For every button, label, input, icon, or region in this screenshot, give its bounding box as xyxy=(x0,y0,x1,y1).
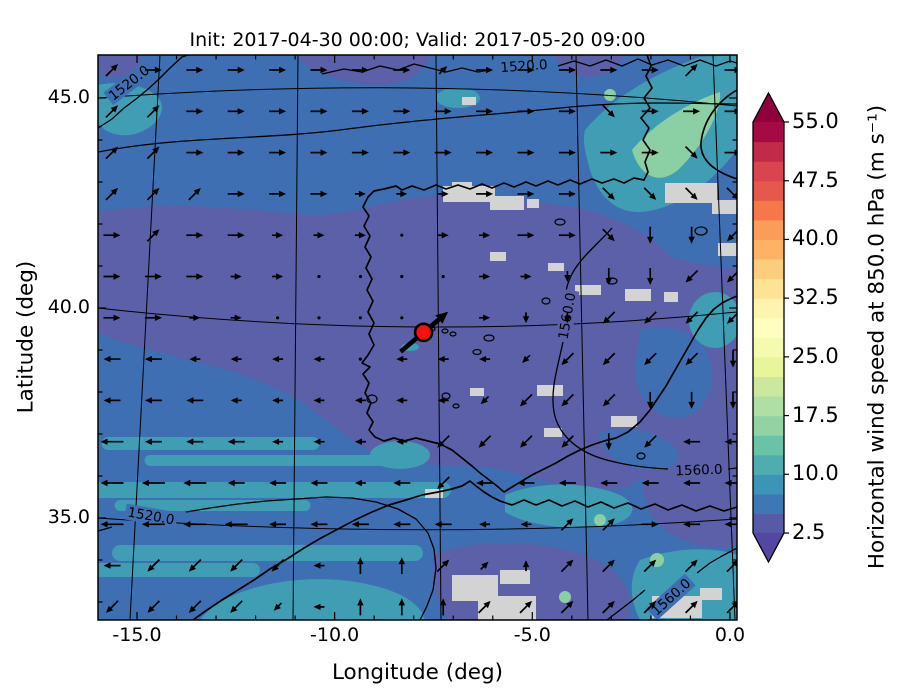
svg-text:1560.0: 1560.0 xyxy=(675,462,723,480)
colorbar-tick-label: 25.0 xyxy=(792,343,839,368)
colorbar-tick-label: 40.0 xyxy=(792,226,839,251)
x-tick-label: 0.0 xyxy=(714,624,746,646)
contour-label: 1560.0 xyxy=(672,461,726,480)
colorbar-tick-label: 47.5 xyxy=(792,167,839,192)
x-tick-label: -10.0 xyxy=(310,624,360,646)
wind-arrows xyxy=(100,63,737,616)
plot-frame xyxy=(97,54,738,621)
plot-title: Init: 2017-04-30 00:00; Valid: 2017-05-2… xyxy=(189,29,646,51)
x-tick-label: -15.0 xyxy=(112,624,162,646)
y-tick-label: 40.0 xyxy=(47,296,90,318)
colorbar xyxy=(752,91,789,564)
colorbar-tick-label: 10.0 xyxy=(792,461,839,486)
x-tick-label: -5.0 xyxy=(513,624,551,646)
contour-label: 1520.0 xyxy=(497,56,551,76)
svg-text:1520.0: 1520.0 xyxy=(500,57,548,76)
colorbar-tick-label: 2.5 xyxy=(792,520,826,544)
colorbar-tick-label: 32.5 xyxy=(792,285,839,310)
geopotential-contours xyxy=(98,55,737,620)
marker-dot xyxy=(413,322,434,343)
colorbar-tick-label: 55.0 xyxy=(792,109,839,133)
colorbar-tick-label: 17.5 xyxy=(792,402,839,427)
trajectory-marker xyxy=(399,311,449,354)
x-axis-label: Longitude (deg) xyxy=(331,660,504,685)
y-tick-label: 35.0 xyxy=(47,506,90,528)
y-tick-label: 45.0 xyxy=(47,86,90,108)
